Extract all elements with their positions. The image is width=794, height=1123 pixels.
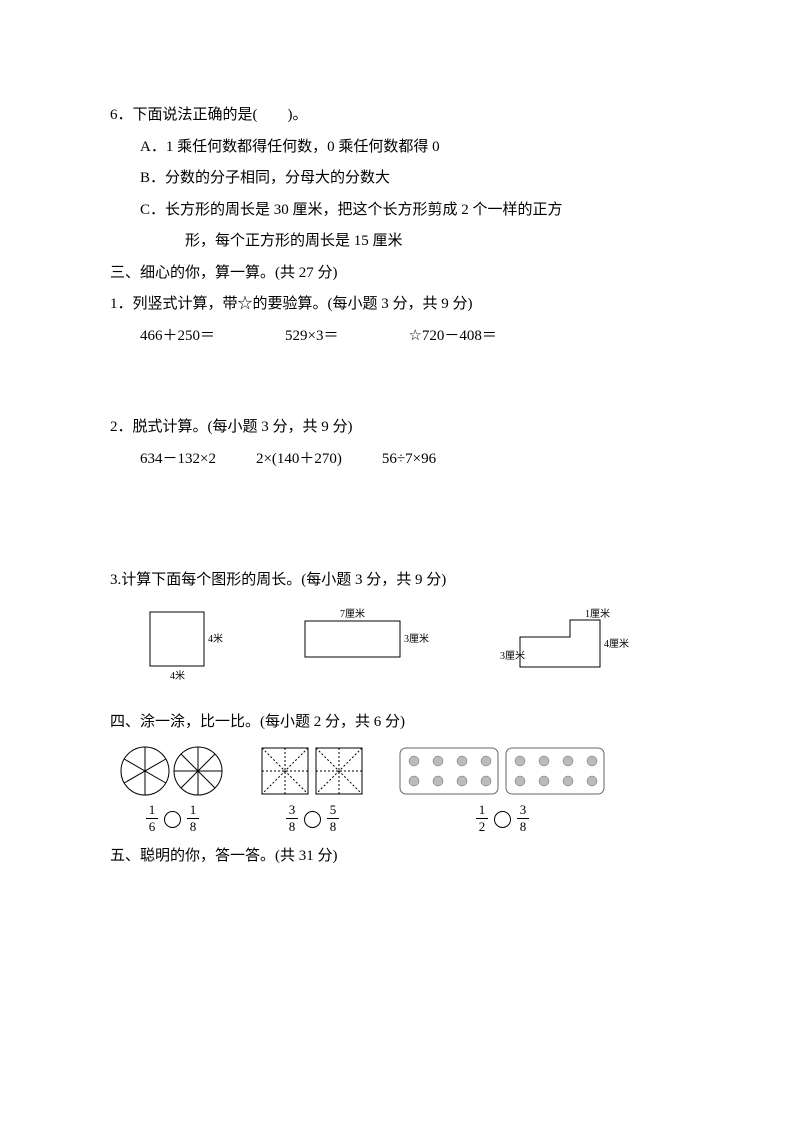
- sec5-title: 五、聪明的你，答一答。(共 31 分): [110, 841, 684, 873]
- sec3-p3-stem: 3.计算下面每个图形的周长。(每小题 3 分，共 9 分): [110, 565, 684, 597]
- compare-row: 16 18: [110, 744, 684, 835]
- fraction: 38: [286, 803, 298, 835]
- straw-boxes: [398, 744, 608, 799]
- compare-group-2: 38 58: [258, 744, 368, 835]
- page: 6．下面说法正确的是( )。 A．1 乘任何数都得任何数，0 乘任何数都得 0 …: [0, 0, 794, 1123]
- compare-circle[interactable]: [494, 811, 511, 828]
- sec3-p1-exprs: 466＋250＝ 529×3＝ ☆720－408＝: [110, 321, 684, 353]
- expr: 56÷7×96: [382, 444, 436, 476]
- svg-text:4米: 4米: [170, 669, 185, 682]
- q6-optC-line2: 形，每个正方形的周长是 15 厘米: [110, 226, 684, 258]
- compare-circle[interactable]: [164, 811, 181, 828]
- q6-optA: A．1 乘任何数都得任何数，0 乘任何数都得 0: [110, 132, 684, 164]
- sec3-p2-exprs: 634－132×2 2×(140＋270) 56÷7×96: [110, 444, 684, 476]
- shape-square: 4米 4米: [140, 607, 240, 687]
- sec4-title: 四、涂一涂，比一比。(每小题 2 分，共 6 分): [110, 707, 684, 739]
- svg-text:4厘米: 4厘米: [604, 637, 629, 650]
- fraction: 16: [146, 803, 158, 835]
- fraction: 18: [187, 803, 199, 835]
- shape-lshape: 1厘米 4厘米 3厘米: [500, 607, 650, 687]
- expr: 634－132×2: [140, 444, 216, 476]
- q6-stem: 6．下面说法正确的是( )。: [110, 100, 684, 132]
- squares: [258, 744, 368, 799]
- fraction: 12: [476, 803, 488, 835]
- svg-text:3厘米: 3厘米: [500, 649, 525, 662]
- svg-text:1厘米: 1厘米: [585, 607, 610, 620]
- shapes-row: 4米 4米 7厘米 3厘米 1厘米 4厘米 3厘米: [110, 607, 684, 687]
- expr: 2×(140＋270): [256, 444, 342, 476]
- svg-text:3厘米: 3厘米: [404, 632, 429, 645]
- shape-rect: 7厘米 3厘米: [300, 607, 440, 677]
- q6-optB: B．分数的分子相同，分母大的分数大: [110, 163, 684, 195]
- compare-group-3: 12 38: [398, 744, 608, 835]
- expr: 466＋250＝: [140, 321, 215, 353]
- expr: 529×3＝: [285, 321, 338, 353]
- sec3-p1-stem: 1．列竖式计算，带☆的要验算。(每小题 3 分，共 9 分): [110, 289, 684, 321]
- q6-optC-line1: C．长方形的周长是 30 厘米，把这个长方形剪成 2 个一样的正方: [110, 195, 684, 227]
- sec3-p2-stem: 2．脱式计算。(每小题 3 分，共 9 分): [110, 412, 684, 444]
- sec3-title: 三、细心的你，算一算。(共 27 分): [110, 258, 684, 290]
- compare-group-1: 16 18: [118, 744, 228, 835]
- fraction: 58: [327, 803, 339, 835]
- compare-circle[interactable]: [304, 811, 321, 828]
- pies: [118, 744, 228, 799]
- svg-text:7厘米: 7厘米: [340, 607, 365, 620]
- expr: ☆720－408＝: [408, 321, 496, 353]
- svg-text:4米: 4米: [208, 632, 223, 645]
- fraction: 38: [517, 803, 529, 835]
